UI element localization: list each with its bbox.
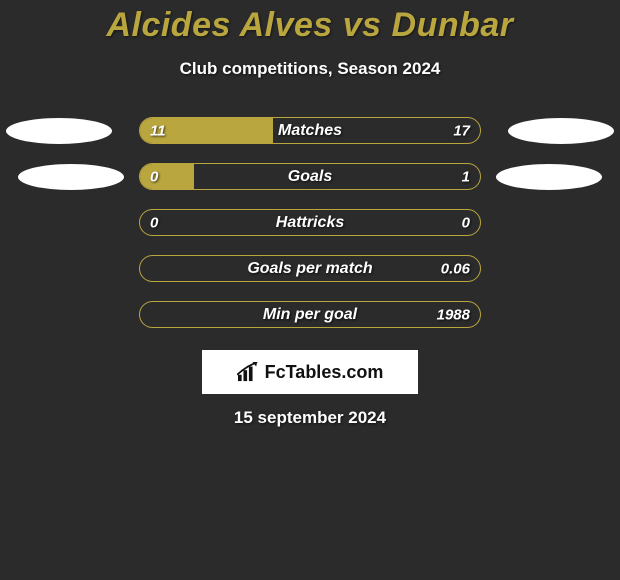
stat-value-left: 11 [150,122,166,139]
stat-label: Min per goal [263,306,357,324]
stat-value-right: 17 [453,122,470,139]
stat-row: 0 Goals 1 [0,163,620,190]
stat-label: Hattricks [276,214,344,232]
stats-container: 11 Matches 17 0 Goals 1 0 Hattricks 0 Goals per m… [0,117,620,328]
player-ellipse-left [18,164,124,190]
stat-bar: 11 Matches 17 [139,117,481,144]
subtitle: Club competitions, Season 2024 [0,59,620,79]
stat-value-right: 0.06 [441,260,470,277]
stat-value-left: 0 [150,214,158,231]
page-title: Alcides Alves vs Dunbar [0,0,620,45]
stat-bar: 0 Goals 1 [139,163,481,190]
stat-label: Goals [288,168,332,186]
stat-bar: 0 Hattricks 0 [139,209,481,236]
stat-bar: Goals per match 0.06 [139,255,481,282]
brand-badge: FcTables.com [202,350,418,394]
chart-icon [237,362,259,382]
stat-row: 0 Hattricks 0 [0,209,620,236]
stat-value-right: 1988 [437,306,470,323]
stat-label: Matches [278,122,342,140]
brand-text: FcTables.com [265,362,384,383]
stat-row: Min per goal 1988 [0,301,620,328]
stat-value-right: 1 [462,168,470,185]
stat-value-left: 0 [150,168,158,185]
stat-row: Goals per match 0.06 [0,255,620,282]
bar-fill-left [140,164,194,189]
player-ellipse-right [496,164,602,190]
date-text: 15 september 2024 [0,408,620,428]
player-ellipse-left [6,118,112,144]
stat-row: 11 Matches 17 [0,117,620,144]
player-ellipse-right [508,118,614,144]
stat-label: Goals per match [247,260,372,278]
stat-bar: Min per goal 1988 [139,301,481,328]
stat-value-right: 0 [462,214,470,231]
